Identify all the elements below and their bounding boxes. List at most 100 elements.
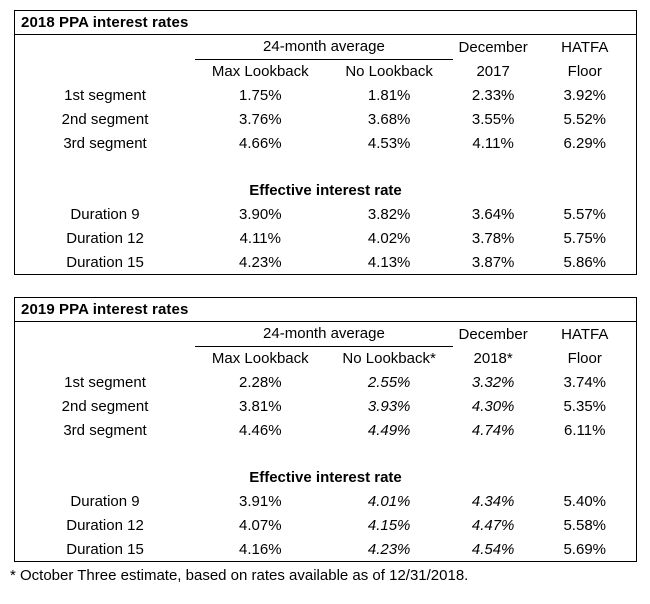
empty-cell [15,59,195,83]
december-value: 3.78% [471,229,515,247]
segment-row: 2nd segment 3.81% 3.93% 4.30% 5.35% [15,394,636,418]
no-lookback-value: 4.15% [367,516,411,534]
column-header-floor: Floor [567,62,602,80]
max-lookback-value: 3.81% [239,397,282,415]
section-label: Effective interest rate [249,468,402,486]
row-label: 1st segment [64,86,146,104]
duration-row: Duration 15 4.16% 4.23% 4.54% 5.69% [15,537,636,561]
december-value: 4.11% [472,134,514,152]
footnote: * October Three estimate, based on rates… [10,567,469,584]
column-header-no-lookback: No Lookback [345,62,433,80]
december-value: 3.32% [471,373,515,391]
no-lookback-value: 4.01% [367,492,411,510]
december-value: 4.30% [471,397,515,415]
segment-row: 2nd segment 3.76% 3.68% 3.55% 5.52% [15,107,636,131]
max-lookback-value: 4.07% [239,516,282,534]
hatfa-floor-value: 5.57% [563,205,607,223]
hatfa-floor-value: 3.74% [563,373,607,391]
december-value: 4.54% [471,540,515,558]
max-lookback-value: 3.90% [239,205,282,223]
segment-row: 3rd segment 4.46% 4.49% 4.74% 6.11% [15,418,636,442]
row-label: 3rd segment [63,134,147,152]
hatfa-floor-value: 5.86% [563,253,607,271]
header-row-group: 24-month average December HATFA [15,35,636,60]
section-row: Effective interest rate [15,178,636,202]
header-row-sub: Max Lookback No Lookback 2017 Floor [15,59,636,83]
max-lookback-value: 3.91% [239,492,282,510]
empty-cell [15,442,636,465]
column-header-max-lookback: Max Lookback [211,349,309,367]
column-header-floor: Floor [567,349,602,367]
hatfa-floor-value: 3.92% [563,86,607,104]
no-lookback-value: 3.68% [367,110,411,128]
table-title-2019: 2019 PPA interest rates [15,298,636,322]
segment-row: 1st segment 1.75% 1.81% 2.33% 3.92% [15,83,636,107]
no-lookback-value: 4.49% [367,421,411,439]
ppa-2018-rates-table: 2018 PPA interest rates 24-month average… [14,10,637,275]
hatfa-floor-value: 6.11% [564,421,606,439]
max-lookback-value: 4.16% [239,540,282,558]
no-lookback-value: 3.93% [367,397,411,415]
no-lookback-value: 4.23% [367,540,411,558]
row-label: 2nd segment [61,397,149,415]
duration-row: Duration 9 3.90% 3.82% 3.64% 5.57% [15,202,636,226]
duration-row: Duration 15 4.23% 4.13% 3.87% 5.86% [15,250,636,274]
december-value: 4.74% [471,421,515,439]
spacer-row [15,442,636,465]
no-lookback-value: 4.02% [367,229,411,247]
hatfa-floor-value: 5.35% [563,397,607,415]
row-label: Duration 12 [66,229,144,247]
header-row-sub: Max Lookback No Lookback* 2018* Floor [15,346,636,370]
no-lookback-value: 4.53% [367,134,411,152]
duration-row: Duration 12 4.07% 4.15% 4.47% 5.58% [15,513,636,537]
row-label: Duration 15 [66,253,144,271]
column-header-hatfa: HATFA [561,38,609,56]
no-lookback-value: 1.81% [367,86,411,104]
row-label: 1st segment [64,373,146,391]
max-lookback-value: 2.28% [239,373,282,391]
section-row: Effective interest rate [15,465,636,489]
no-lookback-value: 2.55% [367,373,411,391]
row-label: Duration 9 [70,492,140,510]
hatfa-floor-value: 5.40% [563,492,607,510]
no-lookback-value: 4.13% [367,253,411,271]
segment-row: 1st segment 2.28% 2.55% 3.32% 3.74% [15,370,636,394]
segment-row: 3rd segment 4.66% 4.53% 4.11% 6.29% [15,131,636,155]
ppa-2019-rates-table: 2019 PPA interest rates 24-month average… [14,297,637,562]
hatfa-floor-value: 6.29% [563,134,607,152]
row-label: 3rd segment [63,421,147,439]
column-header-december: December [458,325,528,343]
duration-row: Duration 12 4.11% 4.02% 3.78% 5.75% [15,226,636,250]
december-value: 4.34% [471,492,515,510]
max-lookback-value: 4.23% [239,253,282,271]
empty-cell [15,346,195,370]
hatfa-floor-value: 5.52% [563,110,607,128]
december-value: 2.33% [471,86,515,104]
december-value: 4.47% [471,516,515,534]
max-lookback-value: 3.76% [239,110,282,128]
column-header-no-lookback: No Lookback* [342,349,436,367]
max-lookback-value: 4.66% [239,134,282,152]
hatfa-floor-value: 5.69% [563,540,607,558]
max-lookback-value: 4.46% [239,421,282,439]
row-label: 2nd segment [61,110,149,128]
section-label: Effective interest rate [249,181,402,199]
duration-row: Duration 9 3.91% 4.01% 4.34% 5.40% [15,489,636,513]
column-header-hatfa: HATFA [561,325,609,343]
rates-grid-2018: 24-month average December HATFA Max Look… [15,35,636,274]
column-header-year: 2017 [476,62,510,80]
column-header-max-lookback: Max Lookback [211,62,309,80]
december-value: 3.64% [471,205,515,223]
max-lookback-value: 4.11% [239,229,281,247]
december-value: 3.55% [471,110,515,128]
max-lookback-value: 1.75% [239,86,282,104]
empty-cell [15,35,195,59]
spacer-row [15,155,636,178]
row-label: Duration 12 [66,516,144,534]
empty-cell [15,322,195,346]
no-lookback-value: 3.82% [367,205,411,223]
hatfa-floor-value: 5.58% [563,516,607,534]
december-value: 3.87% [471,253,515,271]
hatfa-floor-value: 5.75% [563,229,607,247]
group-header-24-month-average: 24-month average [195,35,453,60]
